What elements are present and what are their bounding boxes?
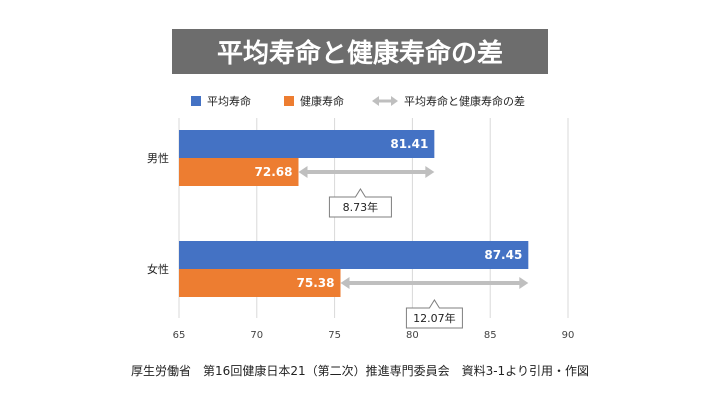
x-tick-label: 85 bbox=[484, 330, 497, 341]
bar-value-label: 75.38 bbox=[297, 276, 335, 290]
difference-arrow-head-right bbox=[519, 277, 529, 289]
bar-life-expectancy bbox=[179, 241, 529, 269]
x-tick-label: 90 bbox=[562, 330, 575, 341]
bars: 81.41 72.68 87.45 75.38 bbox=[179, 130, 529, 297]
legend: 平均寿命 健康寿命 平均寿命と健康寿命の差 bbox=[191, 94, 525, 108]
source-note: 厚生労働省 第16回健康日本21（第二次）推進専門委員会 資料3-1より引用・作… bbox=[131, 364, 589, 378]
difference-arrow-head-right bbox=[425, 166, 435, 178]
legend-label-healthy-life: 健康寿命 bbox=[300, 94, 344, 108]
category-label: 女性 bbox=[147, 262, 169, 276]
category-label: 男性 bbox=[147, 151, 169, 165]
difference-callout-box bbox=[405, 299, 463, 329]
bar-life-expectancy bbox=[179, 130, 435, 158]
legend-swatch-healthy-life bbox=[284, 96, 294, 106]
bar-healthy-life bbox=[179, 269, 341, 297]
bar-healthy-life bbox=[179, 158, 299, 186]
difference-arrow-head-left bbox=[298, 166, 308, 178]
difference-arrow-head-left bbox=[340, 277, 350, 289]
difference-markers: 8.73年 12.07年 bbox=[298, 166, 529, 329]
difference-callout-label: 12.07年 bbox=[413, 311, 456, 325]
difference-callout-label: 8.73年 bbox=[343, 200, 379, 214]
x-tick-label: 75 bbox=[328, 330, 341, 341]
x-tick-label: 80 bbox=[406, 330, 419, 341]
legend-double-arrow-icon bbox=[372, 96, 398, 106]
x-tick-label: 65 bbox=[173, 330, 186, 341]
legend-label-life-expectancy: 平均寿命 bbox=[207, 94, 251, 108]
bar-value-label: 87.45 bbox=[484, 248, 522, 262]
legend-swatch-life-expectancy bbox=[191, 96, 201, 106]
bar-value-label: 72.68 bbox=[255, 165, 293, 179]
difference-arrow: 12.07年 bbox=[340, 277, 529, 329]
bar-value-label: 81.41 bbox=[390, 137, 428, 151]
legend-label-difference: 平均寿命と健康寿命の差 bbox=[404, 94, 525, 108]
x-tick-label: 70 bbox=[250, 330, 263, 341]
difference-arrow: 8.73年 bbox=[298, 166, 435, 218]
chart-title: 平均寿命と健康寿命の差 bbox=[172, 29, 548, 74]
difference-callout-box bbox=[328, 188, 392, 218]
x-tick-labels: 65 70 75 80 85 90 bbox=[173, 330, 575, 341]
